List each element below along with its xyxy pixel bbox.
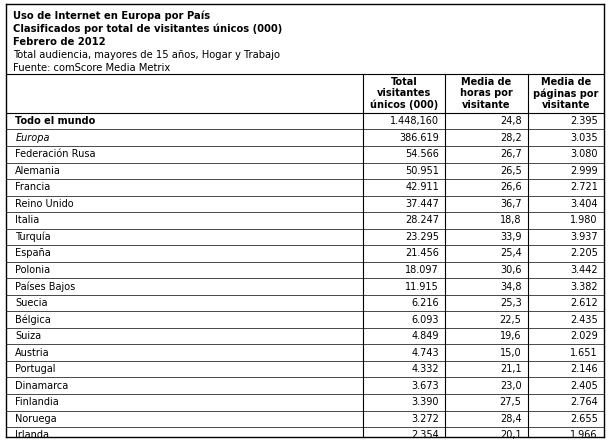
Text: 3.382: 3.382 (570, 281, 598, 292)
Text: 34,8: 34,8 (500, 281, 522, 292)
Text: 3.390: 3.390 (412, 397, 439, 407)
Text: 11.915: 11.915 (406, 281, 439, 292)
Text: Italia: Italia (15, 215, 40, 225)
Text: Bélgica: Bélgica (15, 314, 51, 325)
Text: 2.395: 2.395 (570, 116, 598, 126)
Text: 3.937: 3.937 (570, 232, 598, 242)
Text: 15,0: 15,0 (500, 348, 522, 358)
Text: 2.612: 2.612 (570, 298, 598, 308)
Text: 2.999: 2.999 (570, 166, 598, 176)
Text: España: España (15, 248, 51, 258)
Text: Uso de Internet en Europa por País: Uso de Internet en Europa por País (13, 10, 210, 21)
Text: 18.097: 18.097 (406, 265, 439, 275)
Text: 2.354: 2.354 (412, 430, 439, 441)
Text: Irlanda: Irlanda (15, 430, 49, 441)
Text: 386.619: 386.619 (400, 133, 439, 143)
Text: Dinamarca: Dinamarca (15, 381, 68, 391)
Text: Francia: Francia (15, 182, 51, 192)
Text: 4.743: 4.743 (412, 348, 439, 358)
Text: Finlandia: Finlandia (15, 397, 59, 407)
Text: Todo el mundo: Todo el mundo (15, 116, 96, 126)
Text: 3.035: 3.035 (570, 133, 598, 143)
Text: 2.146: 2.146 (570, 364, 598, 374)
Text: 2.721: 2.721 (570, 182, 598, 192)
Text: 33,9: 33,9 (500, 232, 522, 242)
Text: 27,5: 27,5 (500, 397, 522, 407)
Text: 3.272: 3.272 (411, 414, 439, 424)
Text: Total audiencia, mayores de 15 años, Hogar y Trabajo: Total audiencia, mayores de 15 años, Hog… (13, 50, 281, 60)
Text: 22,5: 22,5 (500, 314, 522, 325)
Text: Turquía: Turquía (15, 232, 51, 242)
Text: Portugal: Portugal (15, 364, 56, 374)
Text: 4.332: 4.332 (412, 364, 439, 374)
Text: 1.980: 1.980 (570, 215, 598, 225)
Text: 6.216: 6.216 (412, 298, 439, 308)
Text: Países Bajos: Países Bajos (15, 281, 76, 292)
Text: 6.093: 6.093 (412, 314, 439, 325)
Text: 1.448,160: 1.448,160 (390, 116, 439, 126)
Text: 26,7: 26,7 (500, 149, 522, 159)
Text: 30,6: 30,6 (500, 265, 522, 275)
Text: 21.456: 21.456 (405, 248, 439, 258)
Text: 28,4: 28,4 (500, 414, 522, 424)
Text: 2.405: 2.405 (570, 381, 598, 391)
Text: Noruega: Noruega (15, 414, 57, 424)
Text: 1.966: 1.966 (570, 430, 598, 441)
Text: 21,1: 21,1 (500, 364, 522, 374)
Text: Federación Rusa: Federación Rusa (15, 149, 96, 159)
Text: 2.435: 2.435 (570, 314, 598, 325)
Text: 28.247: 28.247 (405, 215, 439, 225)
Text: Polonia: Polonia (15, 265, 51, 275)
Text: 25,4: 25,4 (500, 248, 522, 258)
Text: 1.651: 1.651 (570, 348, 598, 358)
Text: 24,8: 24,8 (500, 116, 522, 126)
Text: 3.442: 3.442 (570, 265, 598, 275)
Text: 19,6: 19,6 (500, 331, 522, 341)
Text: 36,7: 36,7 (500, 199, 522, 209)
Text: Clasificados por total de visitantes únicos (000): Clasificados por total de visitantes úni… (13, 23, 282, 34)
Text: 3.080: 3.080 (570, 149, 598, 159)
Text: 2.029: 2.029 (570, 331, 598, 341)
Text: 2.655: 2.655 (570, 414, 598, 424)
Text: Europa: Europa (15, 133, 50, 143)
Text: 2.205: 2.205 (570, 248, 598, 258)
Text: 26,5: 26,5 (500, 166, 522, 176)
Text: 18,8: 18,8 (500, 215, 522, 225)
Text: 54.566: 54.566 (405, 149, 439, 159)
Text: Total
visitantes
únicos (000): Total visitantes únicos (000) (370, 77, 438, 110)
Text: 3.404: 3.404 (570, 199, 598, 209)
Text: 3.673: 3.673 (412, 381, 439, 391)
Text: 26,6: 26,6 (500, 182, 522, 192)
Text: Fuente: comScore Media Metrix: Fuente: comScore Media Metrix (13, 63, 171, 73)
Text: Austria: Austria (15, 348, 50, 358)
Text: 4.849: 4.849 (412, 331, 439, 341)
Text: 20,1: 20,1 (500, 430, 522, 441)
Text: 23.295: 23.295 (405, 232, 439, 242)
Text: Media de
horas por
visitante: Media de horas por visitante (460, 77, 513, 110)
Text: 50.951: 50.951 (405, 166, 439, 176)
Text: Reino Unido: Reino Unido (15, 199, 74, 209)
Text: Febrero de 2012: Febrero de 2012 (13, 37, 106, 47)
Text: Suiza: Suiza (15, 331, 41, 341)
Text: 42.911: 42.911 (406, 182, 439, 192)
Text: 25,3: 25,3 (500, 298, 522, 308)
Text: Suecia: Suecia (15, 298, 48, 308)
Text: Media de
páginas por
visitante: Media de páginas por visitante (533, 77, 598, 110)
Text: 28,2: 28,2 (500, 133, 522, 143)
Text: 23,0: 23,0 (500, 381, 522, 391)
Text: Alemania: Alemania (15, 166, 61, 176)
Text: 37.447: 37.447 (405, 199, 439, 209)
Text: 2.764: 2.764 (570, 397, 598, 407)
